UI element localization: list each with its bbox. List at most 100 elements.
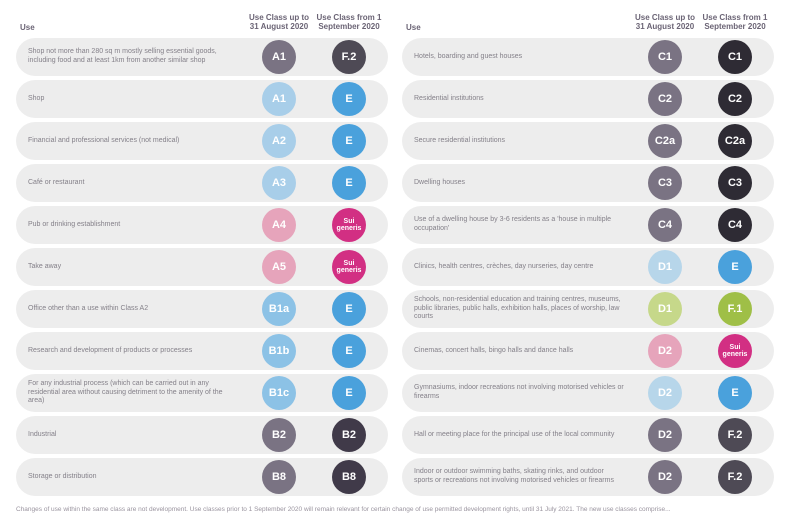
- new-class-badge: C2a: [718, 124, 752, 158]
- new-class-cell: C1: [700, 40, 770, 74]
- new-class-badge: Suigeneris: [332, 208, 366, 242]
- new-class-cell: Suigeneris: [700, 334, 770, 368]
- table-row: Cinemas, concert halls, bingo halls and …: [402, 332, 774, 370]
- old-class-badge: D1: [648, 292, 682, 326]
- use-description: Research and development of products or …: [28, 347, 244, 356]
- use-description: Schools, non-residential education and t…: [414, 296, 630, 322]
- new-class-badge: E: [332, 166, 366, 200]
- old-class-badge: D2: [648, 334, 682, 368]
- old-class-badge: A4: [262, 208, 296, 242]
- new-class-badge: B8: [332, 460, 366, 494]
- old-class-cell: C2: [630, 82, 700, 116]
- right-column: Use Use Class up to 31 August 2020 Use C…: [402, 14, 774, 496]
- new-class-cell: F.2: [700, 418, 770, 452]
- new-class-cell: E: [700, 250, 770, 284]
- old-class-badge: D1: [648, 250, 682, 284]
- table-row: ShopA1 E: [16, 80, 388, 118]
- old-class-cell: B1b: [244, 334, 314, 368]
- new-class-cell: C4: [700, 208, 770, 242]
- left-header: Use Use Class up to 31 August 2020 Use C…: [16, 14, 388, 38]
- header-use: Use: [20, 23, 244, 32]
- new-class-badge: E: [332, 334, 366, 368]
- use-description: Clinics, health centres, crèches, day nu…: [414, 263, 630, 272]
- new-class-cell: E: [700, 376, 770, 410]
- old-class-badge: D2: [648, 376, 682, 410]
- new-class-badge: Suigeneris: [332, 250, 366, 284]
- use-description: Industrial: [28, 431, 244, 440]
- new-class-cell: F.2: [700, 460, 770, 494]
- new-class-cell: Suigeneris: [314, 208, 384, 242]
- use-description: Take away: [28, 263, 244, 272]
- new-class-badge: B2: [332, 418, 366, 452]
- new-class-cell: F.2: [314, 40, 384, 74]
- table-row: Pub or drinking establishmentA4Suigeneri…: [16, 206, 388, 244]
- old-class-cell: A2: [244, 124, 314, 158]
- table-row: Office other than a use within Class A2B…: [16, 290, 388, 328]
- table-row: Indoor or outdoor swimming baths, skatin…: [402, 458, 774, 496]
- old-class-badge: C3: [648, 166, 682, 200]
- old-class-badge: D2: [648, 418, 682, 452]
- old-class-cell: D1: [630, 292, 700, 326]
- old-class-badge: C4: [648, 208, 682, 242]
- table-row: Take away A5 Suigeneris: [16, 248, 388, 286]
- new-class-badge: E: [332, 292, 366, 326]
- old-class-cell: A4: [244, 208, 314, 242]
- old-class-badge: C2: [648, 82, 682, 116]
- right-header: Use Use Class up to 31 August 2020 Use C…: [402, 14, 774, 38]
- old-class-badge: B2: [262, 418, 296, 452]
- table-row: Hall or meeting place for the principal …: [402, 416, 774, 454]
- new-class-cell: E: [314, 166, 384, 200]
- old-class-cell: C3: [630, 166, 700, 200]
- use-description: Office other than a use within Class A2: [28, 305, 244, 314]
- old-class-cell: D2: [630, 376, 700, 410]
- old-class-cell: A1: [244, 82, 314, 116]
- old-class-cell: D2: [630, 418, 700, 452]
- old-class-badge: A1: [262, 40, 296, 74]
- old-class-badge: A3: [262, 166, 296, 200]
- new-class-badge: C3: [718, 166, 752, 200]
- use-description: Shop: [28, 95, 244, 104]
- header-old: Use Class up to 31 August 2020: [630, 13, 700, 32]
- old-class-badge: B1b: [262, 334, 296, 368]
- new-class-badge: E: [332, 82, 366, 116]
- table-row: Schools, non-residential education and t…: [402, 290, 774, 328]
- new-class-badge: Suigeneris: [718, 334, 752, 368]
- new-class-badge: E: [718, 250, 752, 284]
- use-description: Secure residential institutions: [414, 137, 630, 146]
- table-row: Use of a dwelling house by 3-6 residents…: [402, 206, 774, 244]
- old-class-cell: C2a: [630, 124, 700, 158]
- old-class-badge: B1c: [262, 376, 296, 410]
- new-class-cell: E: [314, 124, 384, 158]
- table-row: Gymnasiums, indoor recreations not invol…: [402, 374, 774, 412]
- new-class-cell: C2: [700, 82, 770, 116]
- new-class-cell: E: [314, 292, 384, 326]
- old-class-cell: C4: [630, 208, 700, 242]
- table-row: Financial and professional services (not…: [16, 122, 388, 160]
- old-class-badge: C2a: [648, 124, 682, 158]
- old-class-cell: B2: [244, 418, 314, 452]
- old-class-cell: B1c: [244, 376, 314, 410]
- old-class-cell: B1a: [244, 292, 314, 326]
- table-row: Secure residential institutions C2a C2a: [402, 122, 774, 160]
- old-class-cell: B8: [244, 460, 314, 494]
- header-new: Use Class from 1 September 2020: [700, 13, 770, 32]
- use-description: Storage or distribution: [28, 473, 244, 482]
- use-description: Dwelling houses: [414, 179, 630, 188]
- old-class-badge: A5: [262, 250, 296, 284]
- use-description: Use of a dwelling house by 3-6 residents…: [414, 216, 630, 234]
- old-class-cell: D1: [630, 250, 700, 284]
- old-class-cell: A5: [244, 250, 314, 284]
- new-class-badge: C1: [718, 40, 752, 74]
- old-class-badge: B8: [262, 460, 296, 494]
- use-description: Financial and professional services (not…: [28, 137, 244, 146]
- new-class-cell: Suigeneris: [314, 250, 384, 284]
- new-class-badge: F.2: [718, 460, 752, 494]
- new-class-badge: C4: [718, 208, 752, 242]
- columns: Use Use Class up to 31 August 2020 Use C…: [16, 14, 774, 496]
- table-row: Hotels, boarding and guest housesC1C1: [402, 38, 774, 76]
- new-class-badge: F.1: [718, 292, 752, 326]
- old-class-cell: A3: [244, 166, 314, 200]
- use-description: Indoor or outdoor swimming baths, skatin…: [414, 468, 630, 486]
- use-description: Residential institutions: [414, 95, 630, 104]
- new-class-badge: E: [332, 376, 366, 410]
